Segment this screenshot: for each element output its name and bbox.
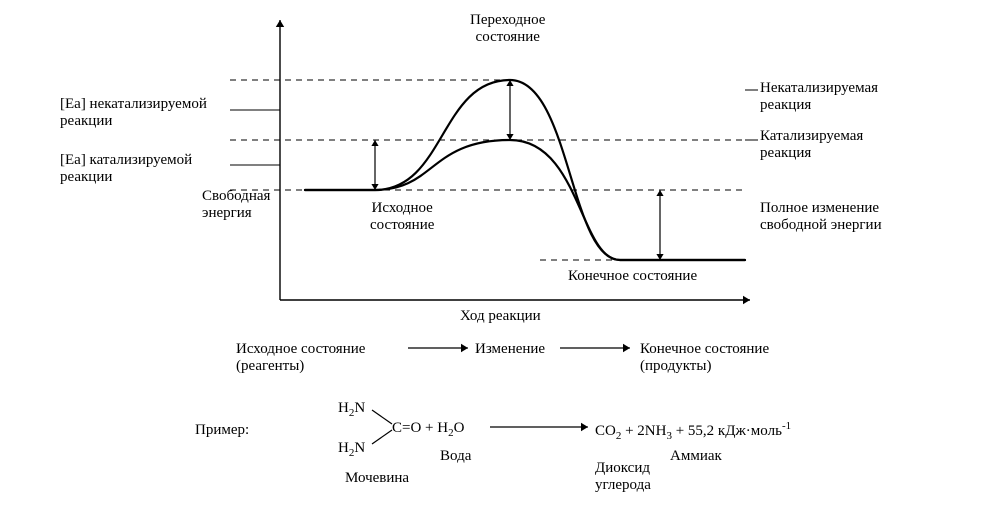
- urea-nh2-bottom: H2N: [338, 440, 365, 460]
- diagram-svg: [0, 0, 1005, 513]
- flow-final-state: Конечное состояние (продукты): [640, 341, 769, 376]
- label-final-state: Конечное состояние: [568, 268, 697, 285]
- label-initial-state: Исходное состояние: [370, 200, 434, 235]
- urea-core-plus-water: C=O + H2O: [392, 420, 464, 440]
- label-free-energy-axis: Свободная энергия: [202, 188, 270, 223]
- label-example: Пример:: [195, 422, 249, 439]
- label-uncatalyzed-reaction: Некатализируемая реакция: [760, 80, 878, 115]
- label-urea: Мочевина: [345, 470, 409, 487]
- label-carbon-dioxide: Диоксид углерода: [595, 460, 651, 495]
- label-transition-state: Переходное состояние: [470, 12, 545, 47]
- label-free-energy-change: Полное изменение свободной энергии: [760, 200, 882, 235]
- energy-diagram-figure: { "diagram": { "type": "energy-profile",…: [0, 0, 1005, 513]
- label-ea-catalyzed: [Ea] катализируемой реакции: [60, 152, 192, 187]
- flow-change: Изменение: [475, 341, 545, 358]
- reaction-rhs: CO2 + 2NH3 + 55,2 кДж·моль-1: [595, 420, 791, 443]
- label-water: Вода: [440, 448, 471, 465]
- label-ea-uncatalyzed: [Ea] некатализируемой реакции: [60, 96, 207, 131]
- urea-nh2-top: H2N: [338, 400, 365, 420]
- flow-initial-state: Исходное состояние (реагенты): [236, 341, 365, 376]
- label-ammonia: Аммиак: [670, 448, 722, 465]
- label-x-axis: Ход реакции: [460, 308, 541, 325]
- label-catalyzed-reaction: Катализируемая реакция: [760, 128, 863, 163]
